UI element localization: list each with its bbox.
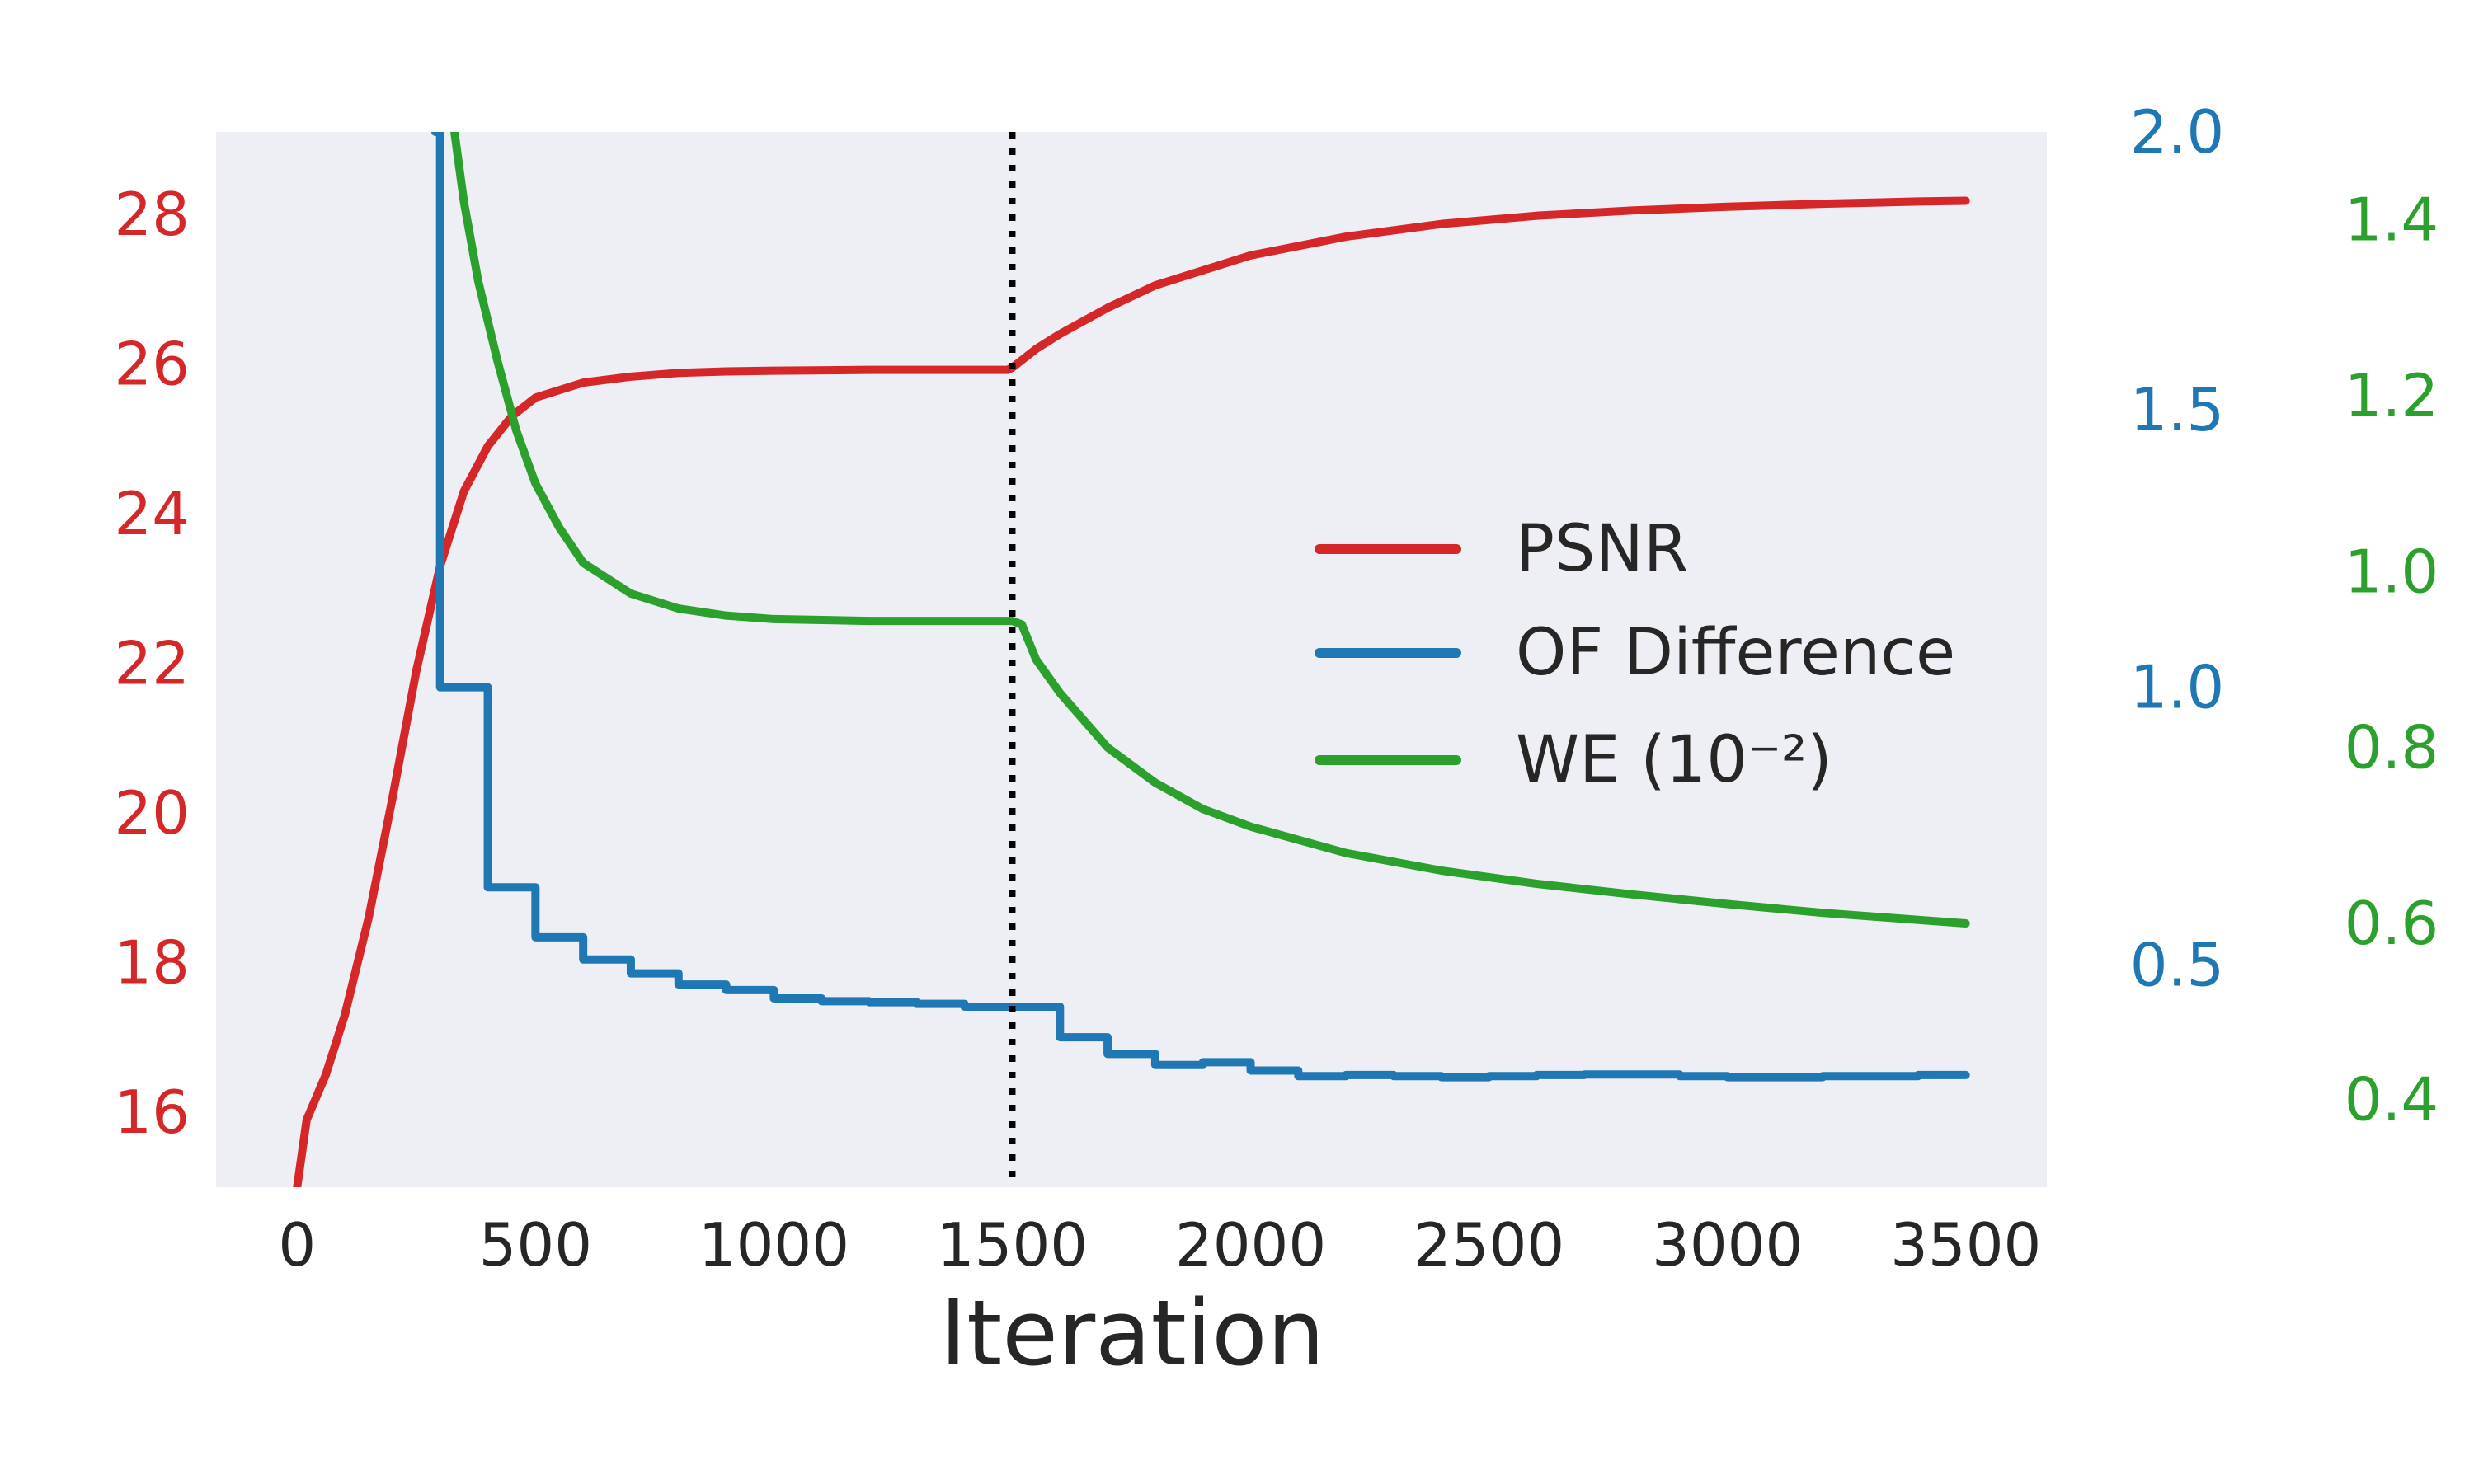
left-axis-tick-label: 16 (114, 1078, 190, 1147)
legend-label-of-difference: OF Difference (1516, 616, 1955, 690)
x-tick-label: 0 (278, 1210, 316, 1280)
left-axis-tick-label: 20 (114, 778, 190, 848)
right2-axis-tick-label: 0.4 (2345, 1064, 2439, 1134)
legend-label-psnr: PSNR (1516, 512, 1688, 586)
of-difference-line (430, 132, 1970, 1082)
x-tick-label: 3000 (1652, 1210, 1803, 1280)
x-tick-label: 500 (479, 1210, 592, 1280)
plot-area (216, 132, 2047, 1187)
left-axis-tick-label: 22 (114, 629, 190, 698)
x-tick-label: 1500 (937, 1210, 1088, 1280)
left-axis-tick-label: 28 (114, 180, 190, 249)
legend: PSNR OF Difference WE (10⁻²) (1315, 512, 1955, 797)
x-tick-label: 2000 (1175, 1210, 1326, 1280)
right1-axis-tick-label: 2.0 (2130, 97, 2225, 167)
x-axis-label: Iteration (940, 1280, 1325, 1386)
right2-axis-tick-label: 1.2 (2345, 361, 2439, 430)
legend-label-we: WE (10⁻²) (1516, 723, 1832, 797)
x-tick-label: 1000 (698, 1210, 849, 1280)
psnr-line (293, 196, 1970, 1187)
we-line (450, 132, 1970, 928)
right1-axis-tick-label: 1.0 (2130, 653, 2225, 722)
right1-axis-tick-label: 0.5 (2130, 931, 2225, 1000)
left-axis-tick-label: 24 (114, 479, 190, 548)
left-axis-tick-label: 18 (114, 928, 190, 998)
left-axis-tick-label: 26 (114, 329, 190, 398)
right1-axis-tick-label: 1.5 (2130, 375, 2225, 444)
right2-axis-tick-label: 0.6 (2345, 889, 2439, 958)
right2-axis-tick-label: 1.4 (2345, 186, 2439, 255)
right2-axis-tick-label: 1.0 (2345, 537, 2439, 606)
right2-axis-tick-label: 0.8 (2345, 713, 2439, 782)
x-tick-label: 2500 (1413, 1210, 1564, 1280)
x-tick-label: 3500 (1890, 1210, 2041, 1280)
